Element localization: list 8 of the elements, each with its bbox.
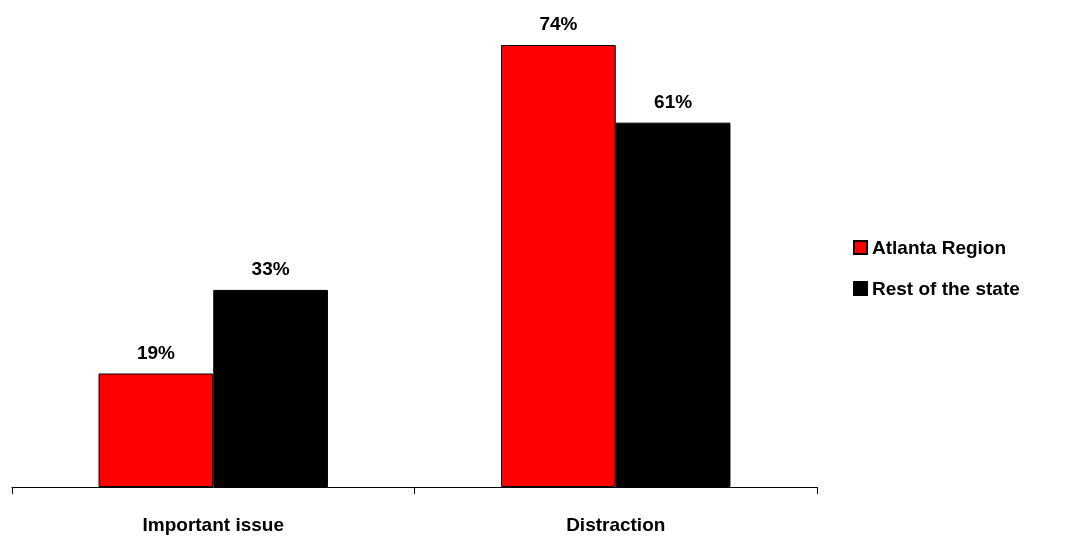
legend-label: Rest of the state: [872, 278, 1020, 299]
data-label: 19%: [136, 341, 176, 363]
data-label: 74%: [539, 13, 578, 34]
x-tick-label: Distraction: [566, 514, 666, 535]
legend-label: Atlanta Region: [872, 237, 1007, 258]
x-tick-label: Important issue: [142, 514, 284, 535]
data-label: 33%: [251, 257, 290, 279]
data-label: 61%: [654, 90, 693, 112]
